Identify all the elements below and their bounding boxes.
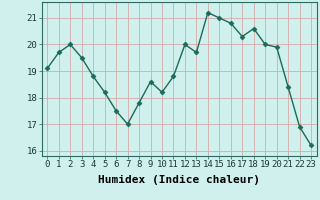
X-axis label: Humidex (Indice chaleur): Humidex (Indice chaleur) <box>98 175 260 185</box>
